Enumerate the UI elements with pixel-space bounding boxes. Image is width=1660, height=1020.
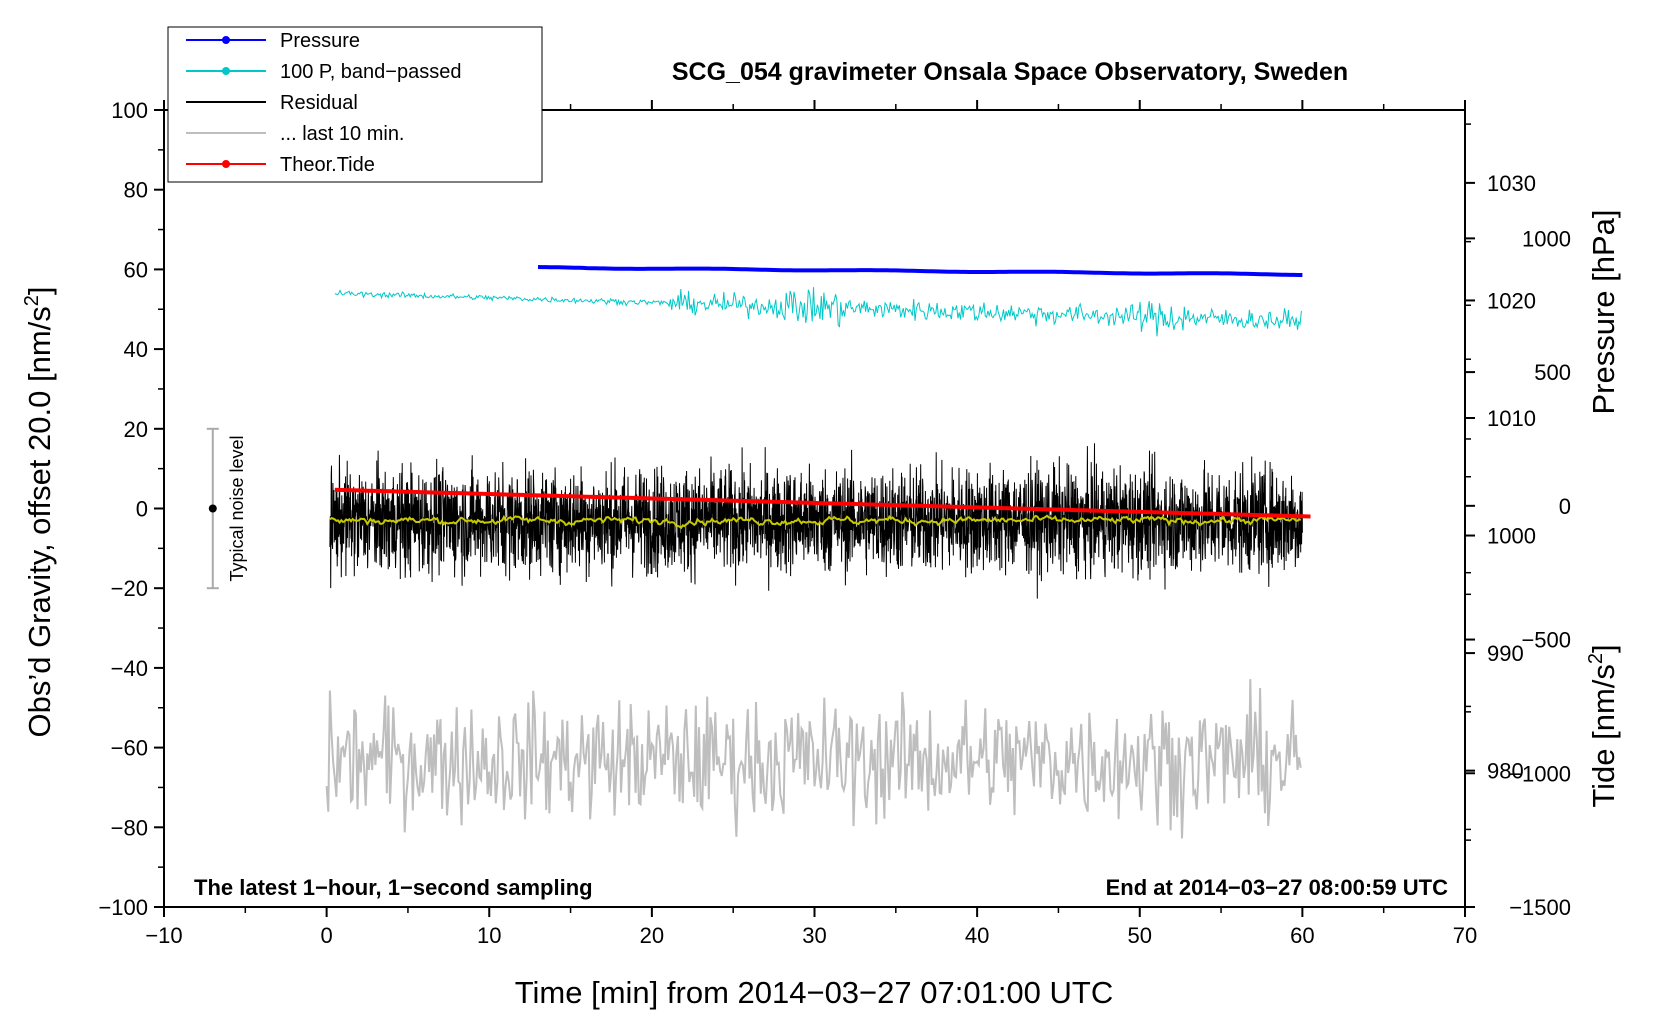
x-tick-label: 40	[965, 923, 989, 948]
x-axis-title: Time [min] from 2014−03−27 07:01:00 UTC	[515, 975, 1114, 1010]
legend-box	[167, 26, 543, 183]
x-tick-label: −10	[145, 923, 182, 948]
series-residual-line	[329, 443, 1303, 599]
tide-tick-label: 1000	[1522, 226, 1571, 251]
y-axis-tide-title-close: ]	[1586, 644, 1621, 653]
y-axis-pressure: 980 990 1000 1010 1020 1030	[1465, 123, 1536, 831]
legend-label: 100 P, band−passed	[280, 61, 461, 83]
series-band-passed-line	[334, 287, 1302, 337]
pressure-tick-label: 980	[1487, 759, 1524, 784]
tide-tick-label: −1500	[1509, 895, 1571, 920]
y-axis-left-title-sup: 2	[21, 295, 43, 306]
y-tick-label: 40	[124, 337, 148, 362]
legend: Pressure 100 P, band−passed Residual ... la…	[167, 26, 543, 183]
y-axis-pressure-title: Pressure [hPa]	[1586, 209, 1621, 414]
pressure-tick-label: 1020	[1487, 288, 1536, 313]
y-axis-tide: −1500 −1000 −500 0 500 1000	[1465, 226, 1571, 920]
pressure-tick-label: 1030	[1487, 171, 1536, 196]
series-last-10-min-line	[325, 679, 1302, 839]
x-tick-label: 30	[802, 923, 826, 948]
tide-tick-label: −1000	[1509, 761, 1571, 786]
x-tick-label: 60	[1290, 923, 1314, 948]
legend-label: Pressure	[280, 30, 360, 52]
series-residual-smoothed-line	[329, 514, 1302, 530]
pressure-tick-label: 1000	[1487, 524, 1536, 549]
y-axis-left-title-main: Obs’d Gravity, offset 20.0 [nm/s	[22, 306, 57, 737]
y-tick-label: 100	[111, 98, 148, 123]
noise-bar-center	[208, 504, 217, 513]
y-tick-label: −100	[98, 895, 148, 920]
tide-tick-label: −500	[1521, 628, 1571, 653]
y-tick-label: −60	[111, 736, 148, 761]
pressure-tick-label: 990	[1487, 641, 1524, 666]
y-tick-label: 60	[124, 257, 148, 282]
y-tick-label: −20	[111, 576, 148, 601]
x-tick-label: 50	[1128, 923, 1152, 948]
chart-title: SCG_054 gravimeter Onsala Space Observat…	[672, 58, 1348, 86]
y-tick-label: 80	[124, 178, 148, 203]
series-pressure-line	[537, 265, 1303, 277]
legend-marker	[222, 160, 230, 168]
legend-label: Theor.Tide	[280, 154, 375, 176]
y-axis-left-title: Obs’d Gravity, offset 20.0 [nm/s2]	[21, 286, 57, 737]
x-tick-label: 70	[1453, 923, 1477, 948]
noise-level-bar	[206, 427, 219, 590]
y-axis-left-title-close: ]	[22, 286, 57, 295]
y-tick-label: −40	[111, 656, 148, 681]
y-axis-tide-title-main: Tide [nm/s	[1586, 664, 1621, 808]
y-axis-tide-title: Tide [nm/s2]	[1585, 644, 1621, 807]
x-tick-label: 20	[640, 923, 664, 948]
legend-label: ... last 10 min.	[280, 123, 405, 145]
note-end-time: End at 2014−03−27 08:00:59 UTC	[1106, 875, 1449, 900]
y-axis-tide-title-sup: 2	[1585, 653, 1607, 664]
legend-marker	[222, 67, 230, 75]
tide-tick-label: 0	[1559, 494, 1571, 519]
note-sampling: The latest 1−hour, 1−second sampling	[194, 875, 593, 900]
series-tide-line	[334, 487, 1311, 519]
pressure-tick-label: 1010	[1487, 406, 1536, 431]
noise-level-label: Typical noise level	[227, 435, 247, 581]
x-tick-label: 10	[477, 923, 501, 948]
y-axis-left: −100 −80 −60 −40 −20 0 20 40 60 80 100	[98, 98, 164, 920]
legend-marker	[222, 36, 230, 44]
x-tick-label: 0	[321, 923, 333, 948]
y-tick-label: −80	[111, 815, 148, 840]
tide-tick-label: 500	[1534, 360, 1571, 385]
y-tick-label: 0	[136, 497, 148, 522]
y-tick-label: 20	[124, 417, 148, 442]
x-axis: −10 0 10 20 30 40 50 60 70	[145, 100, 1477, 948]
legend-label: Residual	[280, 92, 358, 114]
